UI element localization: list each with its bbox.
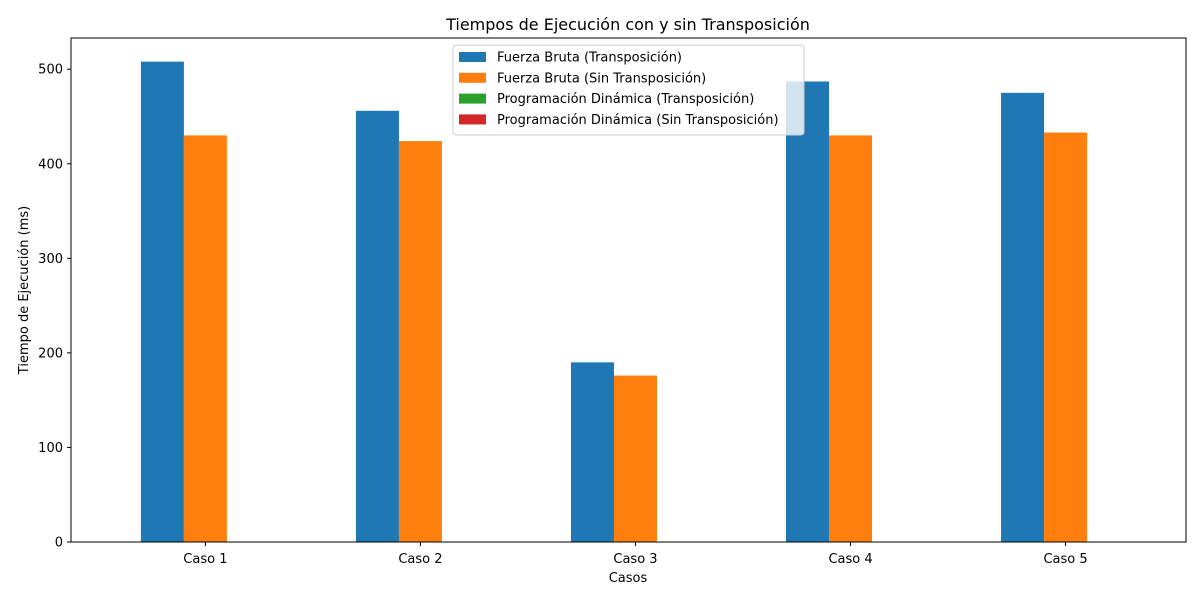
y-tick-label: 500	[38, 63, 63, 78]
bar-2-1	[183, 135, 227, 542]
legend-swatch	[459, 93, 486, 104]
x-axis: Caso 1 Caso 2 Caso 3 Caso 4 Caso 5	[183, 542, 1088, 567]
plot-frame	[70, 37, 1187, 543]
legend: Fuerza Bruta (Transposición) Fuerza Bruta…	[452, 44, 805, 136]
x-tick-label: Caso 5	[1043, 552, 1087, 567]
legend-label: Fuerza Bruta (Transposición)	[497, 51, 682, 66]
y-tick-label: 200	[38, 346, 63, 361]
bar-2-4	[829, 135, 873, 542]
legend-label: Fuerza Bruta (Sin Transposición)	[497, 71, 706, 86]
y-tick-label: 300	[38, 252, 63, 267]
x-axis-label: Casos	[609, 571, 648, 586]
bar-1-5	[1001, 92, 1045, 543]
x-tick-label: Caso 1	[183, 552, 227, 567]
plot-area	[70, 37, 1187, 543]
y-tick-label: 0	[55, 536, 63, 551]
bar-2-3	[613, 375, 657, 542]
y-tick-label: 100	[38, 441, 63, 456]
legend-box	[452, 44, 805, 136]
x-tick-label: Caso 4	[828, 552, 872, 567]
chart-title: Tiempos de Ejecución con y sin Transposi…	[445, 15, 810, 34]
bar-2-5	[1044, 132, 1088, 543]
x-tick-label: Caso 3	[613, 552, 657, 567]
legend-label: Programación Dinámica (Transposición)	[497, 92, 754, 107]
legend-label: Programación Dinámica (Sin Transposición…	[497, 113, 779, 128]
y-tick-label: 400	[38, 157, 63, 172]
bar-2-2	[398, 141, 442, 543]
y-axis: 0 100 200 300 400 500	[38, 63, 71, 551]
bar-1-3	[570, 362, 614, 542]
legend-swatch	[459, 72, 486, 83]
legend-swatch	[459, 52, 486, 62]
x-tick-label: Caso 2	[398, 552, 442, 567]
y-axis-label: Tiempo de Ejecución (ms)	[17, 206, 32, 375]
legend-swatch	[459, 114, 486, 125]
bar-1-2	[355, 110, 399, 542]
bar-1-1	[140, 61, 184, 543]
bar-1-4	[786, 81, 830, 542]
